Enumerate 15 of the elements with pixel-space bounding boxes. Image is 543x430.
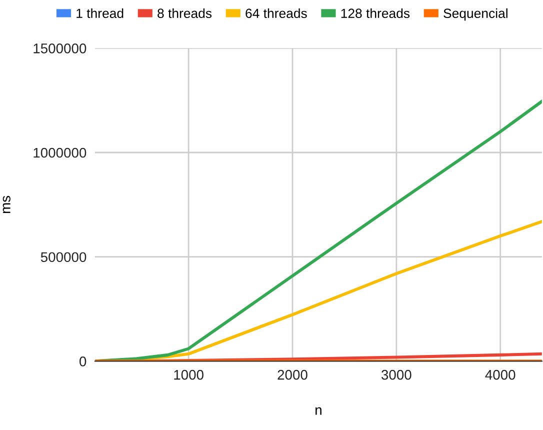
y-axis-title: ms: [2, 196, 10, 214]
x-axis-title: n: [316, 407, 322, 415]
x-tick-label: 1000: [174, 370, 204, 380]
legend-label: 8 threads: [158, 8, 212, 18]
legend-label: 1 thread: [76, 8, 124, 18]
y-tick-label: 0: [80, 356, 86, 366]
y-tick-label: 500000: [40, 252, 86, 262]
y-tick-label: 1500000: [34, 43, 86, 54]
x-tick-label: 4000: [485, 370, 516, 380]
legend-label: 64 threads: [246, 8, 307, 18]
legend-label: 128 threads: [341, 8, 410, 18]
legend-label: Sequencial: [444, 8, 508, 21]
x-tick-label: 3000: [382, 370, 412, 380]
y-tick-label: 1000000: [34, 148, 86, 158]
x-tick-label: 2000: [278, 370, 308, 380]
